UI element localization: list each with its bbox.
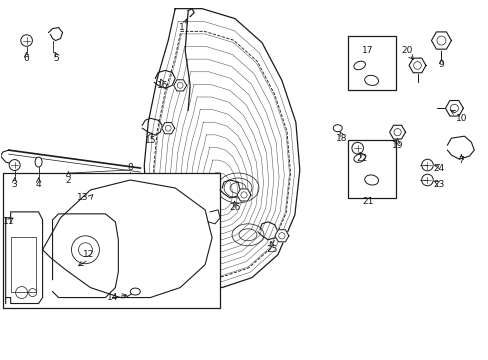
Text: 9: 9 bbox=[438, 60, 444, 69]
Text: 20: 20 bbox=[401, 46, 412, 55]
Polygon shape bbox=[430, 32, 450, 49]
Text: 26: 26 bbox=[229, 203, 240, 212]
Text: 13: 13 bbox=[77, 193, 88, 202]
Polygon shape bbox=[6, 212, 42, 303]
Polygon shape bbox=[408, 58, 425, 73]
Circle shape bbox=[21, 35, 32, 46]
Ellipse shape bbox=[353, 61, 365, 70]
Text: 18: 18 bbox=[335, 134, 347, 143]
Polygon shape bbox=[162, 123, 174, 134]
Ellipse shape bbox=[364, 75, 378, 85]
Polygon shape bbox=[274, 230, 288, 242]
Text: 15: 15 bbox=[144, 136, 156, 145]
Ellipse shape bbox=[332, 125, 342, 132]
Text: 25: 25 bbox=[265, 245, 277, 254]
Text: 14: 14 bbox=[106, 293, 118, 302]
Bar bbox=[11, 237, 36, 292]
Ellipse shape bbox=[130, 288, 140, 295]
Text: 10: 10 bbox=[455, 114, 466, 123]
Text: 11: 11 bbox=[3, 217, 14, 226]
Bar bbox=[2, 173, 220, 307]
Text: 17: 17 bbox=[361, 46, 373, 55]
Circle shape bbox=[421, 159, 432, 171]
Ellipse shape bbox=[353, 154, 365, 162]
Text: 21: 21 bbox=[361, 197, 372, 206]
Polygon shape bbox=[237, 189, 250, 201]
Polygon shape bbox=[52, 214, 118, 298]
Text: 16: 16 bbox=[156, 81, 168, 90]
Text: 24: 24 bbox=[433, 163, 444, 172]
Bar bbox=[347, 140, 395, 198]
Polygon shape bbox=[445, 100, 463, 116]
Text: 2: 2 bbox=[65, 176, 71, 185]
Circle shape bbox=[421, 174, 432, 186]
Text: 5: 5 bbox=[54, 54, 59, 63]
Text: 8: 8 bbox=[127, 163, 133, 172]
Text: 3: 3 bbox=[12, 180, 18, 189]
Polygon shape bbox=[389, 125, 405, 139]
Ellipse shape bbox=[35, 157, 42, 167]
Circle shape bbox=[9, 159, 20, 171]
Text: 7: 7 bbox=[458, 156, 463, 165]
Text: 22: 22 bbox=[355, 154, 366, 163]
Text: 1: 1 bbox=[179, 23, 184, 32]
Text: 6: 6 bbox=[24, 54, 29, 63]
Text: 19: 19 bbox=[391, 141, 403, 150]
Text: 23: 23 bbox=[433, 180, 444, 189]
Text: 4: 4 bbox=[36, 180, 41, 189]
Ellipse shape bbox=[364, 175, 378, 185]
Circle shape bbox=[351, 142, 363, 154]
Text: 12: 12 bbox=[82, 250, 94, 259]
Polygon shape bbox=[144, 9, 299, 288]
Polygon shape bbox=[173, 80, 186, 91]
Bar bbox=[347, 36, 395, 90]
